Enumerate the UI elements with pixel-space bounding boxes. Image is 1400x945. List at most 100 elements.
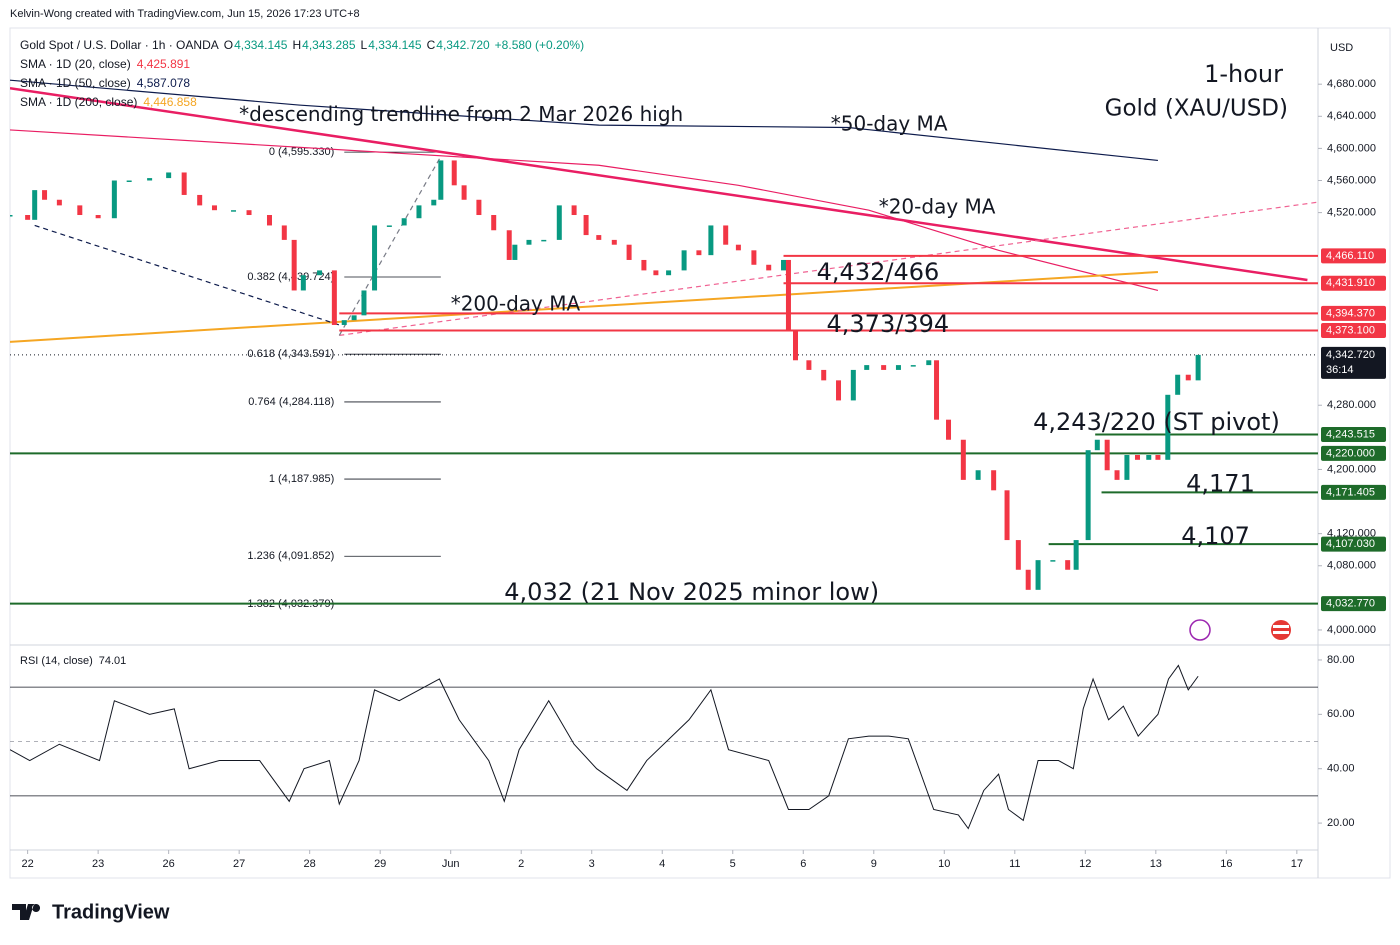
candle (934, 360, 940, 420)
candle (696, 250, 702, 256)
rsi-label: RSI (14, close) (20, 655, 93, 667)
y-tick-label: 4,280.000 (1327, 399, 1376, 411)
candle (386, 225, 392, 227)
candle (266, 215, 272, 226)
rsi-line (10, 664, 1199, 830)
y-tick-label: 40.00 (1327, 763, 1355, 775)
candle (372, 225, 378, 291)
candle (926, 360, 932, 366)
y-tick-label: 4,640.000 (1327, 110, 1376, 122)
x-tick-label: 4 (659, 858, 665, 870)
candle (166, 172, 172, 179)
timeframe: 1-hour (1204, 60, 1283, 88)
level-box (1321, 323, 1386, 339)
candle (975, 470, 981, 480)
level-box (1321, 427, 1386, 443)
candle (1094, 439, 1100, 451)
candle (596, 235, 602, 240)
ohlc: 4,343.285 (302, 38, 356, 52)
candle (895, 365, 901, 370)
x-tick-label: 3 (589, 858, 595, 870)
candle (246, 210, 252, 216)
x-tick-label: 9 (871, 858, 877, 870)
ohlc: O (224, 38, 233, 52)
level-box-label: 4,220.000 (1326, 447, 1375, 459)
level-box (1321, 536, 1386, 552)
fib-label: 0.382 (4,439.724) (247, 271, 334, 283)
candle (556, 205, 562, 240)
indicator-name: SMA · 1D (200, close) (20, 95, 137, 109)
x-tick-label: 10 (938, 858, 950, 870)
x-tick-label: 17 (1291, 858, 1303, 870)
candle (32, 190, 38, 220)
overlay-line (10, 129, 1159, 292)
candle (850, 369, 856, 401)
x-tick-label: 5 (730, 858, 736, 870)
candle (461, 185, 467, 200)
candle (708, 225, 714, 256)
annotation: 4,171 (1186, 470, 1255, 498)
candle (766, 264, 772, 271)
candle (476, 199, 482, 216)
candle (735, 244, 741, 251)
candle (611, 239, 617, 245)
candle (300, 275, 306, 291)
level-box-label: 4,466.110 (1326, 250, 1374, 262)
icon-flag-stripe (1273, 631, 1289, 634)
annotation: *200-day MA (451, 291, 581, 315)
candle (781, 259, 787, 271)
level-box-label: 4,373.100 (1326, 324, 1375, 336)
annotation: 4,373/394 (827, 310, 950, 338)
candle (626, 244, 632, 260)
candle (571, 205, 577, 216)
x-tick-label: 6 (800, 858, 806, 870)
x-tick-label: 29 (374, 858, 386, 870)
candle (1073, 540, 1079, 570)
candle (836, 380, 842, 401)
fib-label: 1 (4,187.985) (269, 473, 334, 485)
level-box-label: 4,431.910 (1326, 277, 1375, 289)
candle (806, 360, 812, 370)
icon-flag[interactable] (1271, 620, 1291, 640)
candle (1134, 454, 1140, 460)
symbol: Gold Spot / U.S. Dollar · 1h · OANDA (20, 38, 219, 52)
candle (946, 419, 952, 440)
rsi-pane (10, 664, 1318, 830)
indicator-name: SMA · 1D (20, close) (20, 57, 131, 71)
annotation: 4,243/220 (ST pivot) (1033, 408, 1280, 436)
candle (1185, 374, 1191, 381)
candle (991, 470, 997, 491)
candle (42, 190, 48, 200)
rsi-legend: RSI (14, close) 74.01 (20, 655, 126, 667)
brand: TradingView (52, 901, 170, 923)
x-tick-label: 13 (1150, 858, 1162, 870)
candle (401, 218, 407, 226)
icon-alert[interactable] (1189, 619, 1211, 641)
candle (416, 205, 422, 219)
y-tick-label: 4,520.000 (1327, 207, 1376, 219)
indicator-name: SMA · 1D (50, close) (20, 76, 131, 90)
price-pane: 0 (4,595.330) 0.382 (4,439.724) 0.618 (4,3… (10, 79, 1318, 610)
x-tick-label: 27 (233, 858, 245, 870)
level-box (1321, 445, 1386, 461)
last-price-box (1321, 346, 1386, 379)
y-tick-label: 20.00 (1327, 817, 1355, 829)
candle (126, 180, 132, 182)
candle (147, 178, 153, 181)
candle (1035, 560, 1041, 590)
indicator-value: 4,446.858 (143, 95, 197, 109)
candle (77, 205, 83, 216)
y-tick-label: 4,200.000 (1327, 463, 1376, 475)
candle (197, 194, 203, 206)
candle (281, 225, 287, 240)
candle (541, 239, 547, 242)
candle (1114, 470, 1120, 480)
x-tick-label: 11 (1009, 858, 1020, 870)
last-price-label: 4,342.720 (1326, 349, 1375, 361)
candle (785, 259, 791, 330)
y-tick-label: 4,600.000 (1327, 142, 1376, 154)
countdown: 36:14 (1326, 364, 1354, 376)
candle (181, 172, 187, 195)
candle (1085, 450, 1091, 541)
overlay-line (10, 86, 1308, 282)
